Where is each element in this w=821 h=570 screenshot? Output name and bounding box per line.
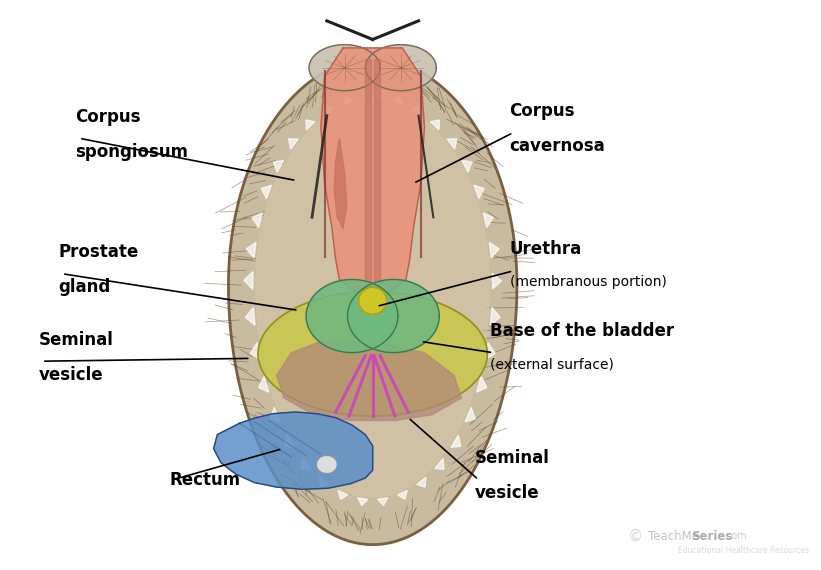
Polygon shape xyxy=(285,435,295,447)
Polygon shape xyxy=(461,160,472,172)
Polygon shape xyxy=(430,120,439,130)
Polygon shape xyxy=(365,44,436,91)
Polygon shape xyxy=(476,376,487,392)
Polygon shape xyxy=(245,307,255,325)
Text: (external surface): (external surface) xyxy=(489,357,613,371)
Polygon shape xyxy=(484,213,493,227)
Text: vesicle: vesicle xyxy=(39,366,103,384)
Polygon shape xyxy=(485,343,495,360)
Polygon shape xyxy=(412,105,421,115)
Polygon shape xyxy=(306,120,315,130)
Polygon shape xyxy=(347,279,439,353)
Ellipse shape xyxy=(359,287,387,314)
Ellipse shape xyxy=(316,455,337,474)
Text: gland: gland xyxy=(58,278,111,296)
Polygon shape xyxy=(435,458,444,469)
Text: Seminal: Seminal xyxy=(39,331,113,349)
Text: Urethra: Urethra xyxy=(510,241,582,258)
Polygon shape xyxy=(365,59,371,291)
Polygon shape xyxy=(358,498,368,506)
Polygon shape xyxy=(306,279,398,353)
Polygon shape xyxy=(451,435,461,447)
Polygon shape xyxy=(259,376,269,392)
Polygon shape xyxy=(474,185,484,199)
Polygon shape xyxy=(273,160,283,172)
Polygon shape xyxy=(397,490,407,499)
Polygon shape xyxy=(277,341,461,421)
Text: vesicle: vesicle xyxy=(475,484,539,502)
Polygon shape xyxy=(319,477,328,487)
Polygon shape xyxy=(465,408,475,422)
Polygon shape xyxy=(490,307,500,325)
Text: Series: Series xyxy=(690,530,732,543)
Text: cavernosa: cavernosa xyxy=(510,137,605,155)
Text: Rectum: Rectum xyxy=(169,471,241,488)
Polygon shape xyxy=(258,292,488,416)
Text: Educational Healthcare Resources: Educational Healthcare Resources xyxy=(678,546,810,555)
Text: .com: .com xyxy=(723,531,747,541)
Polygon shape xyxy=(417,477,426,487)
Text: Corpus: Corpus xyxy=(510,102,575,120)
Polygon shape xyxy=(261,185,272,199)
Polygon shape xyxy=(228,59,517,544)
Text: (membranous portion): (membranous portion) xyxy=(510,275,667,290)
Polygon shape xyxy=(309,44,380,91)
Polygon shape xyxy=(392,96,402,104)
Text: Prostate: Prostate xyxy=(58,243,139,261)
Polygon shape xyxy=(301,458,310,469)
Polygon shape xyxy=(378,498,388,506)
Text: spongiosum: spongiosum xyxy=(76,142,188,161)
Polygon shape xyxy=(324,105,333,115)
Polygon shape xyxy=(288,139,298,149)
Polygon shape xyxy=(493,273,502,289)
Polygon shape xyxy=(489,242,499,258)
Polygon shape xyxy=(250,343,260,360)
Polygon shape xyxy=(246,242,256,258)
Polygon shape xyxy=(213,412,373,489)
Polygon shape xyxy=(343,96,353,104)
Polygon shape xyxy=(270,408,280,422)
Polygon shape xyxy=(321,48,424,296)
Text: Base of the bladder: Base of the bladder xyxy=(489,322,674,340)
Polygon shape xyxy=(374,59,380,291)
Text: Seminal: Seminal xyxy=(475,449,549,467)
Polygon shape xyxy=(252,213,262,227)
Polygon shape xyxy=(373,92,383,99)
Polygon shape xyxy=(338,490,348,499)
Polygon shape xyxy=(447,139,456,149)
Text: Corpus: Corpus xyxy=(76,108,140,126)
Text: TeachMe: TeachMe xyxy=(648,530,699,543)
Text: ©: © xyxy=(628,529,643,544)
Polygon shape xyxy=(244,271,253,290)
Polygon shape xyxy=(334,139,346,229)
Polygon shape xyxy=(256,101,489,496)
